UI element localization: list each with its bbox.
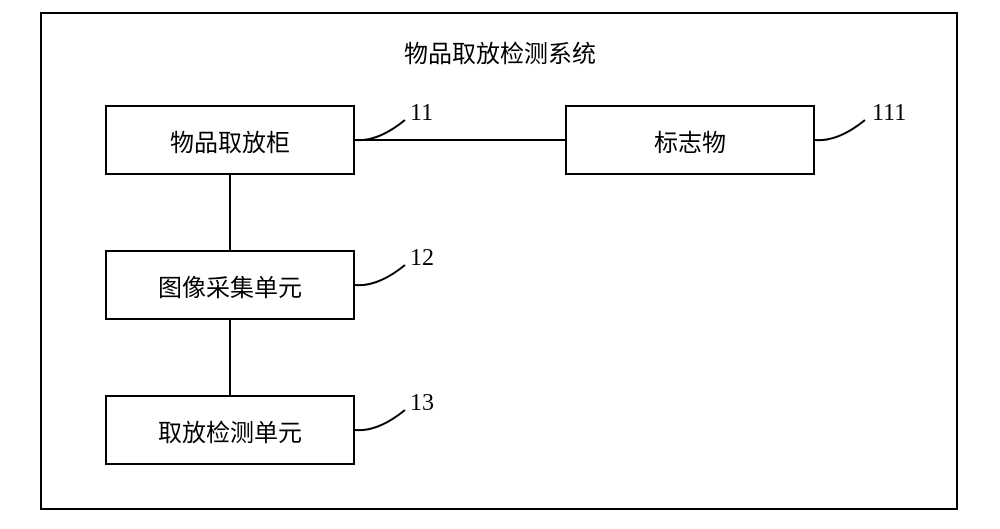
- edge-cabinet-marker: [355, 139, 565, 141]
- edge-capture-detect: [229, 320, 231, 396]
- leader-detect: [0, 0, 1000, 529]
- ref-detect: 13: [410, 390, 434, 417]
- edge-cabinet-capture: [229, 175, 231, 251]
